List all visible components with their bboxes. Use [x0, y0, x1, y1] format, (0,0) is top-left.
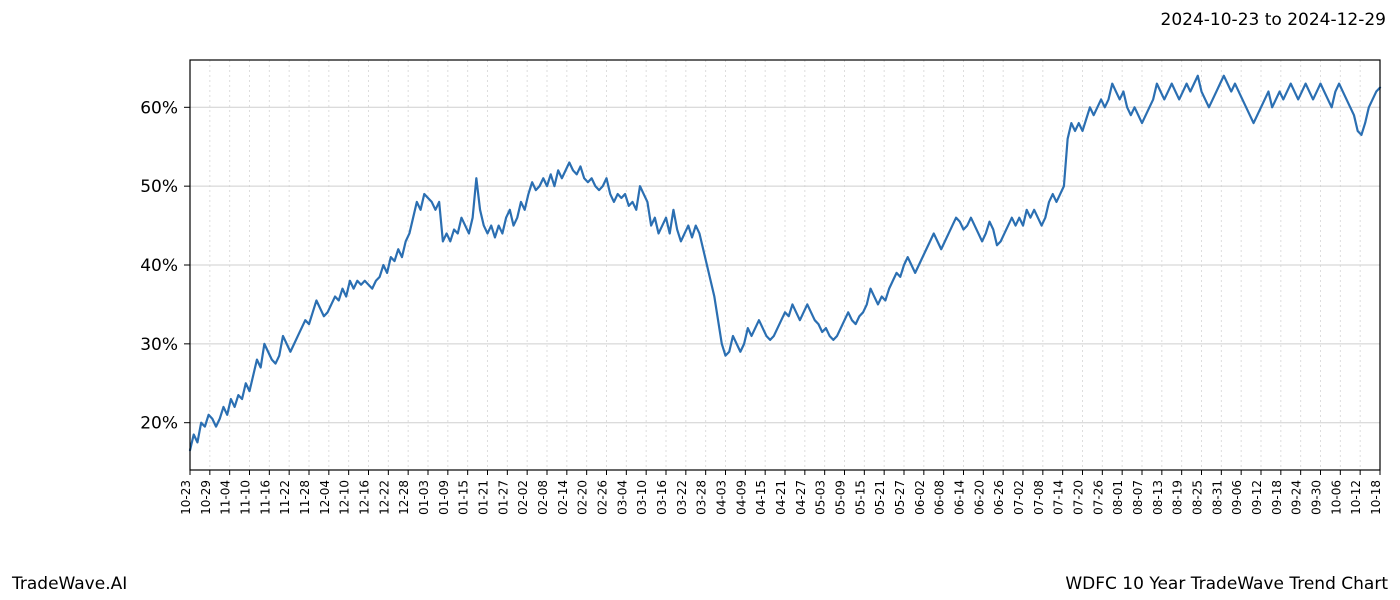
svg-text:03-16: 03-16 [655, 480, 669, 515]
svg-text:01-21: 01-21 [477, 480, 491, 515]
svg-text:08-25: 08-25 [1191, 480, 1205, 515]
svg-text:04-03: 04-03 [715, 480, 729, 515]
svg-text:07-08: 07-08 [1032, 480, 1046, 515]
svg-text:05-21: 05-21 [873, 480, 887, 515]
svg-text:08-07: 08-07 [1131, 480, 1145, 515]
svg-text:12-16: 12-16 [358, 480, 372, 515]
svg-text:02-08: 02-08 [536, 480, 550, 515]
svg-text:09-12: 09-12 [1250, 480, 1264, 515]
svg-text:01-27: 01-27 [496, 480, 510, 515]
svg-text:06-14: 06-14 [953, 480, 967, 515]
svg-text:09-24: 09-24 [1290, 480, 1304, 515]
svg-text:05-03: 05-03 [814, 480, 828, 515]
svg-text:10-29: 10-29 [199, 480, 213, 515]
svg-text:05-27: 05-27 [893, 480, 907, 515]
svg-text:11-22: 11-22 [278, 480, 292, 515]
svg-text:10-12: 10-12 [1349, 480, 1363, 515]
svg-text:10-06: 10-06 [1329, 480, 1343, 515]
svg-text:12-10: 12-10 [338, 480, 352, 515]
svg-text:11-10: 11-10 [239, 480, 253, 515]
svg-text:06-02: 06-02 [913, 480, 927, 515]
svg-text:02-14: 02-14 [556, 480, 570, 515]
svg-text:60%: 60% [140, 98, 178, 118]
svg-text:02-20: 02-20 [576, 480, 590, 515]
trend-chart: 20% 30% 40% 50% 60% 10-23 10-29 11-04 11-10 11-16… [0, 0, 1400, 600]
svg-text:10-23: 10-23 [179, 480, 193, 515]
svg-text:01-03: 01-03 [417, 480, 431, 515]
svg-text:12-22: 12-22 [377, 480, 391, 515]
svg-text:02-02: 02-02 [516, 480, 530, 515]
svg-text:03-22: 03-22 [675, 480, 689, 515]
svg-text:04-21: 04-21 [774, 480, 788, 515]
svg-text:09-30: 09-30 [1310, 480, 1324, 515]
svg-text:04-15: 04-15 [754, 480, 768, 515]
svg-text:08-31: 08-31 [1210, 480, 1224, 515]
svg-text:30%: 30% [140, 335, 178, 355]
svg-text:06-26: 06-26 [992, 480, 1006, 515]
svg-text:08-13: 08-13 [1151, 480, 1165, 515]
svg-text:08-19: 08-19 [1171, 480, 1185, 515]
svg-text:07-02: 07-02 [1012, 480, 1026, 515]
svg-text:07-26: 07-26 [1091, 480, 1105, 515]
svg-text:07-14: 07-14 [1052, 480, 1066, 515]
svg-text:09-18: 09-18 [1270, 480, 1284, 515]
svg-text:03-04: 03-04 [615, 480, 629, 515]
svg-text:40%: 40% [140, 256, 178, 276]
svg-text:09-06: 09-06 [1230, 480, 1244, 515]
svg-text:06-08: 06-08 [933, 480, 947, 515]
svg-text:12-04: 12-04 [318, 480, 332, 515]
svg-text:08-01: 08-01 [1111, 480, 1125, 515]
svg-text:01-09: 01-09 [437, 480, 451, 515]
svg-text:11-28: 11-28 [298, 480, 312, 515]
svg-text:05-15: 05-15 [853, 480, 867, 515]
svg-text:06-20: 06-20 [972, 480, 986, 515]
svg-text:10-18: 10-18 [1369, 480, 1383, 515]
svg-text:11-16: 11-16 [258, 480, 272, 515]
svg-text:12-28: 12-28 [397, 480, 411, 515]
svg-text:04-09: 04-09 [734, 480, 748, 515]
svg-text:03-28: 03-28 [695, 480, 709, 515]
svg-text:11-04: 11-04 [219, 480, 233, 515]
svg-text:50%: 50% [140, 177, 178, 197]
svg-text:05-09: 05-09 [834, 480, 848, 515]
svg-text:03-10: 03-10 [635, 480, 649, 515]
svg-text:01-15: 01-15 [457, 480, 471, 515]
svg-text:07-20: 07-20 [1072, 480, 1086, 515]
svg-text:02-26: 02-26 [596, 480, 610, 515]
svg-text:20%: 20% [140, 414, 178, 434]
svg-text:04-27: 04-27 [794, 480, 808, 515]
